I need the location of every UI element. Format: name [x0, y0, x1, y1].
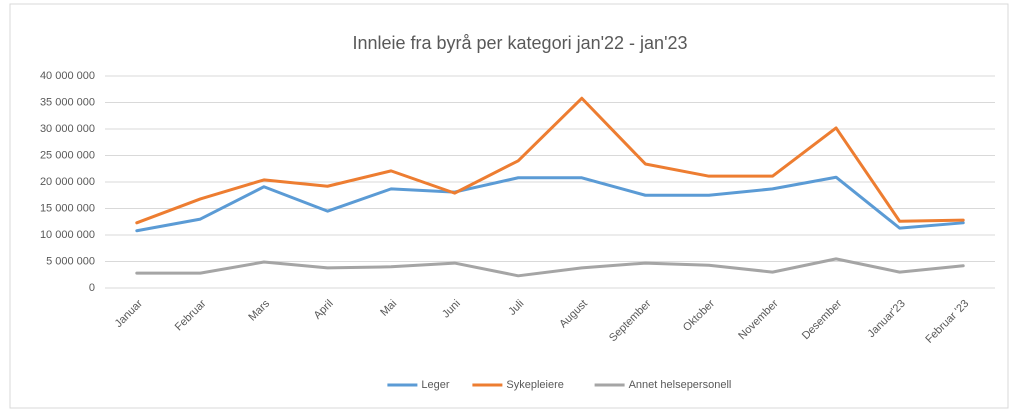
series-line — [135, 175, 965, 233]
series-line — [135, 257, 965, 278]
y-tick-label: 20 000 000 — [40, 176, 95, 188]
y-tick-label: 15 000 000 — [40, 202, 95, 214]
y-tick-label: 5 000 000 — [46, 255, 95, 267]
y-tick-label: 10 000 000 — [40, 229, 95, 241]
y-tick-label: 30 000 000 — [40, 123, 95, 135]
y-tick-label: 35 000 000 — [40, 96, 95, 108]
chart-title: Innleie fra byrå per kategori jan'22 - j… — [352, 33, 687, 53]
legend-label: Annet helsepersonell — [629, 379, 732, 391]
y-tick-label: 40 000 000 — [40, 70, 95, 82]
y-tick-label: 25 000 000 — [40, 149, 95, 161]
series-line — [135, 96, 965, 225]
y-tick-label: 0 — [89, 282, 95, 294]
legend-label: Leger — [421, 379, 449, 391]
legend-label: Sykepleiere — [506, 379, 563, 391]
chart-frame — [9, 3, 1009, 409]
